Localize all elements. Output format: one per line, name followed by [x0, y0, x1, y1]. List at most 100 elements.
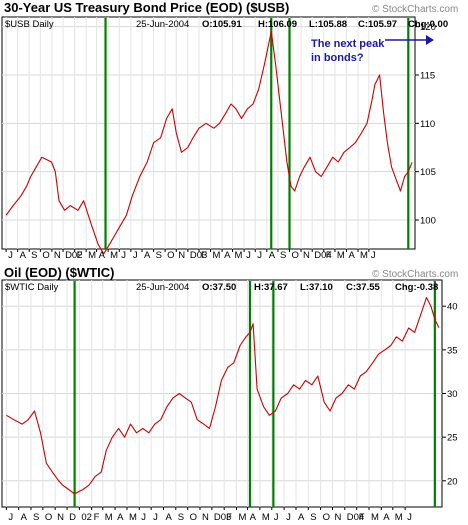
- top-x-tick-label-12: A: [144, 250, 151, 261]
- top-y-tick-label-2: 110: [420, 119, 435, 130]
- bot-x-tick-label-29: F: [359, 512, 365, 523]
- top-watermark: © StockCharts.com: [372, 4, 458, 15]
- bot-y-tick-label-4: 40: [447, 302, 458, 313]
- bot-x-tick-label-20: A: [250, 512, 257, 523]
- bot-x-tick-label-11: J: [141, 512, 146, 523]
- top-x-tick-label-10: J: [121, 250, 126, 261]
- bottom-date: 25-Jun-2004: [136, 282, 189, 293]
- bot-x-tick-label-14: S: [178, 512, 184, 523]
- top-x-tick-label-6: F: [77, 250, 83, 261]
- top-x-tick-label-7: M: [88, 250, 96, 261]
- top-vertical-markers: [104, 18, 410, 249]
- top-x-tick-label-2: S: [31, 250, 37, 261]
- top-x-tick-label-32: J: [371, 250, 376, 261]
- bottom-open: O:37.50: [202, 282, 236, 293]
- top-y-tick-label-0: 100: [420, 216, 436, 227]
- bot-x-tick-label-26: O: [323, 512, 330, 523]
- bot-y-tick-label-3: 35: [447, 345, 458, 356]
- top-x-tick-label-23: A: [269, 250, 276, 261]
- bot-x-tick-label-33: J: [407, 512, 412, 523]
- bottom-low: L:37.10: [300, 282, 333, 293]
- top-legend: $USB Daily: [5, 19, 54, 30]
- bottom-grid: [2, 280, 442, 507]
- bot-x-tick-label-6: 02: [81, 512, 92, 523]
- top-x-tick-label-4: N: [54, 250, 61, 261]
- bot-x-tick-label-31: A: [383, 512, 390, 523]
- bot-x-tick-label-8: M: [105, 512, 113, 523]
- top-x-tick-label-1: A: [20, 250, 27, 261]
- bot-x-tick-label-0: J: [8, 512, 13, 523]
- top-x-tick-label-28: F: [326, 250, 332, 261]
- top-grid: [2, 17, 415, 249]
- bot-x-tick-label-16: N: [202, 512, 209, 523]
- bot-x-tick-label-12: J: [153, 512, 158, 523]
- top-x-tick-label-30: A: [348, 250, 355, 261]
- bottom-change: Chg:-0.38: [395, 282, 438, 293]
- bot-x-tick-label-3: O: [45, 512, 52, 523]
- top-x-tick-label-15: N: [178, 250, 185, 261]
- top-open: O:105.91: [202, 19, 242, 30]
- top-series-group: [5, 30, 413, 255]
- bot-x-tick-label-25: S: [310, 512, 316, 523]
- top-x-tick-label-27: D04: [314, 250, 331, 261]
- top-low: L:105.88: [309, 19, 347, 30]
- bot-x-tick-label-7: F: [94, 512, 100, 523]
- bot-y-tick-label-1: 25: [447, 433, 458, 444]
- top-y-tick-label-3: 115: [420, 71, 435, 82]
- top-date: 25-Jun-2004: [136, 19, 189, 30]
- top-x-tick-label-25: O: [291, 250, 298, 261]
- top-chart-title: 30-Year US Treasury Bond Price (EOD) ($U…: [4, 0, 289, 15]
- top-x-tick-label-0: J: [8, 250, 13, 261]
- bot-x-tick-label-13: A: [165, 512, 172, 523]
- top-x-tick-label-14: O: [167, 250, 174, 261]
- top-high: H:106.09: [258, 19, 297, 30]
- bot-x-tick-label-24: A: [298, 512, 305, 523]
- bottom-high: H:37.67: [254, 282, 288, 293]
- top-x-tick-label-9: M: [110, 250, 118, 261]
- top-x-tick-label-31: M: [360, 250, 368, 261]
- bottom-series-group: [6, 296, 440, 495]
- bot-x-tick-label-19: M: [238, 512, 246, 523]
- bot-y-tick-label-0: 20: [447, 476, 458, 487]
- bot-x-tick-label-27: N: [334, 512, 341, 523]
- top-x-tick-label-17: F: [201, 250, 207, 261]
- bot-x-tick-label-18: F: [226, 512, 232, 523]
- bot-x-tick-label-10: M: [129, 512, 137, 523]
- bot-x-tick-label-4: N: [57, 512, 64, 523]
- top-x-tick-label-3: O: [42, 250, 49, 261]
- bot-x-tick-label-5: D: [69, 512, 76, 523]
- bot-x-tick-label-1: A: [21, 512, 28, 523]
- top-x-tick-label-8: A: [99, 250, 106, 261]
- bottom-close: C:37.55: [346, 282, 381, 293]
- top-y-tick-label-4: 120: [420, 22, 436, 33]
- top-x-tick-label-26: N: [303, 250, 310, 261]
- bot-x-tick-label-28: D04: [347, 512, 364, 523]
- top-x-tick-label-13: S: [156, 250, 162, 261]
- bot-series-line-0: [6, 296, 440, 495]
- bottom-legend: $WTIC Daily: [5, 282, 59, 293]
- bot-x-tick-label-15: O: [190, 512, 197, 523]
- annotation-arrow-head: [426, 35, 434, 45]
- annotation-line-2: in bonds?: [311, 52, 364, 64]
- top-x-tick-label-19: A: [224, 250, 231, 261]
- bot-x-tick-label-21: M: [262, 512, 270, 523]
- top-x-tick-label-16: D03: [190, 250, 207, 261]
- top-y-axis: 100 105 110 115 120: [415, 22, 436, 227]
- top-x-tick-label-20: M: [235, 250, 243, 261]
- bot-x-tick-label-32: M: [395, 512, 403, 523]
- bot-x-tick-label-17: D03: [214, 512, 231, 523]
- bottom-chart-title: Oil (EOD) ($WTIC): [4, 265, 115, 280]
- bot-x-tick-label-30: M: [371, 512, 379, 523]
- bottom-vertical-markers: [73, 281, 436, 507]
- bot-x-tick-label-9: A: [117, 512, 124, 523]
- top-y-tick-label-1: 105: [420, 167, 436, 178]
- top-change: Chg:0.00: [408, 19, 448, 30]
- bottom-watermark: © StockCharts.com: [372, 269, 458, 280]
- top-x-tick-label-11: J: [133, 250, 138, 261]
- bot-x-tick-label-22: J: [274, 512, 279, 523]
- top-x-tick-label-24: S: [280, 250, 286, 261]
